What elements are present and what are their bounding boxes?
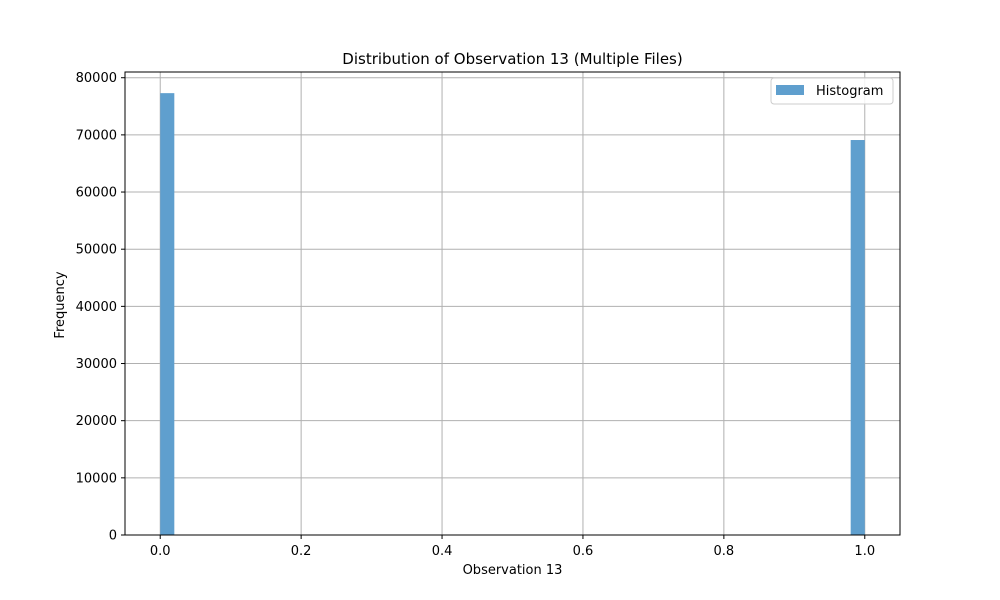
x-tick-label: 1.0	[854, 544, 875, 559]
y-tick-label: 70000	[76, 128, 117, 143]
legend: Histogram	[770, 77, 894, 105]
y-tick-label: 0	[109, 529, 117, 544]
legend-frame	[770, 77, 894, 105]
chart-title: Distribution of Observation 13 (Multiple…	[342, 50, 682, 68]
histogram-bars	[160, 93, 865, 535]
histogram-bar	[160, 93, 175, 535]
y-axis-label: Frequency	[53, 271, 68, 338]
x-tick-label: 0.6	[573, 544, 594, 559]
y-tick-label: 40000	[76, 300, 117, 315]
y-axis-ticks: 0 10000 20000 30000 40000 50000 60000 70000 8000…	[76, 71, 125, 544]
grid-lines	[125, 72, 900, 536]
y-tick-label: 80000	[76, 71, 117, 86]
axes-frame	[124, 71, 901, 536]
histogram-bar	[850, 140, 865, 535]
y-tick-label: 60000	[76, 186, 117, 201]
y-tick-label: 10000	[76, 471, 117, 486]
legend-label-histogram: Histogram	[816, 84, 883, 99]
x-tick-label: 0.8	[714, 544, 735, 559]
x-axis-label: Observation 13	[463, 563, 563, 578]
legend-swatch	[776, 85, 804, 95]
y-tick-label: 20000	[76, 414, 117, 429]
y-tick-label: 50000	[76, 243, 117, 258]
x-tick-label: 0.2	[291, 544, 312, 559]
y-tick-label: 30000	[76, 357, 117, 372]
x-tick-label: 0.0	[150, 544, 171, 559]
x-tick-label: 0.4	[432, 544, 453, 559]
x-axis-ticks: 0.0 0.2 0.4 0.6 0.8 1.0	[150, 535, 875, 559]
